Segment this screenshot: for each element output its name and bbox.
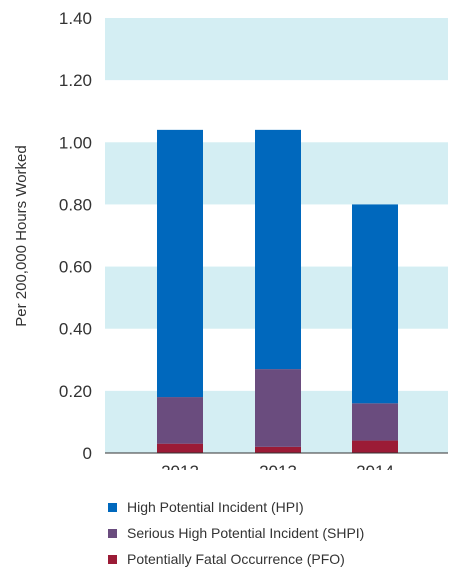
- bar-segment-2012-1: [157, 397, 203, 444]
- legend-swatch-shpi: [108, 528, 117, 538]
- bar-segment-2014-0: [352, 440, 398, 453]
- y-tick-label: 0.80: [59, 195, 92, 214]
- legend-label-pfo: Potentially Fatal Occurrence (PFO): [127, 551, 345, 567]
- legend-label-shpi: Serious High Potential Incident (SHPI): [127, 525, 365, 541]
- y-tick-label: 0: [83, 444, 92, 463]
- background-band: [105, 18, 448, 81]
- stacked-bar-chart: 00.200.400.600.801.001.201.40 2012201320…: [13, 9, 448, 470]
- legend-item-pfo: Potentially Fatal Occurrence (PFO): [108, 548, 364, 570]
- y-tick-label: 0.20: [59, 382, 92, 401]
- y-tick-label: 0.40: [59, 320, 92, 339]
- y-axis-label: Per 200,000 Hours Worked: [13, 145, 30, 327]
- x-tick-label: 2012: [161, 462, 199, 470]
- bar-segment-2014-1: [352, 403, 398, 441]
- y-axis-ticks: 0 0.20 0.40 0.60 0.80 1.00 1.20 1.40: [59, 9, 92, 463]
- x-axis-ticks: 2012 2013 2014: [161, 462, 394, 470]
- x-tick-label: 2014: [356, 462, 394, 470]
- y-tick-label: 1.20: [59, 71, 92, 90]
- y-tick-label: 0.60: [59, 258, 92, 277]
- legend-item-hpi: High Potential Incident (HPI): [108, 496, 364, 518]
- y-tick-label: 1.00: [59, 133, 92, 152]
- legend-swatch-pfo: [108, 554, 117, 564]
- bar-segment-2013-0: [255, 446, 301, 453]
- bar-segment-2012-2: [157, 129, 203, 398]
- bars: [157, 129, 398, 453]
- bar-segment-2012-0: [157, 443, 203, 453]
- legend-item-shpi: Serious High Potential Incident (SHPI): [108, 522, 364, 544]
- bar-segment-2013-2: [255, 129, 301, 370]
- legend-swatch-hpi: [108, 502, 117, 512]
- x-tick-label: 2013: [259, 462, 297, 470]
- legend-label-hpi: High Potential Incident (HPI): [127, 499, 304, 515]
- bar-segment-2014-2: [352, 204, 398, 404]
- legend: High Potential Incident (HPI) Serious Hi…: [108, 496, 364, 574]
- bar-segment-2013-1: [255, 369, 301, 447]
- y-tick-label: 1.40: [59, 9, 92, 28]
